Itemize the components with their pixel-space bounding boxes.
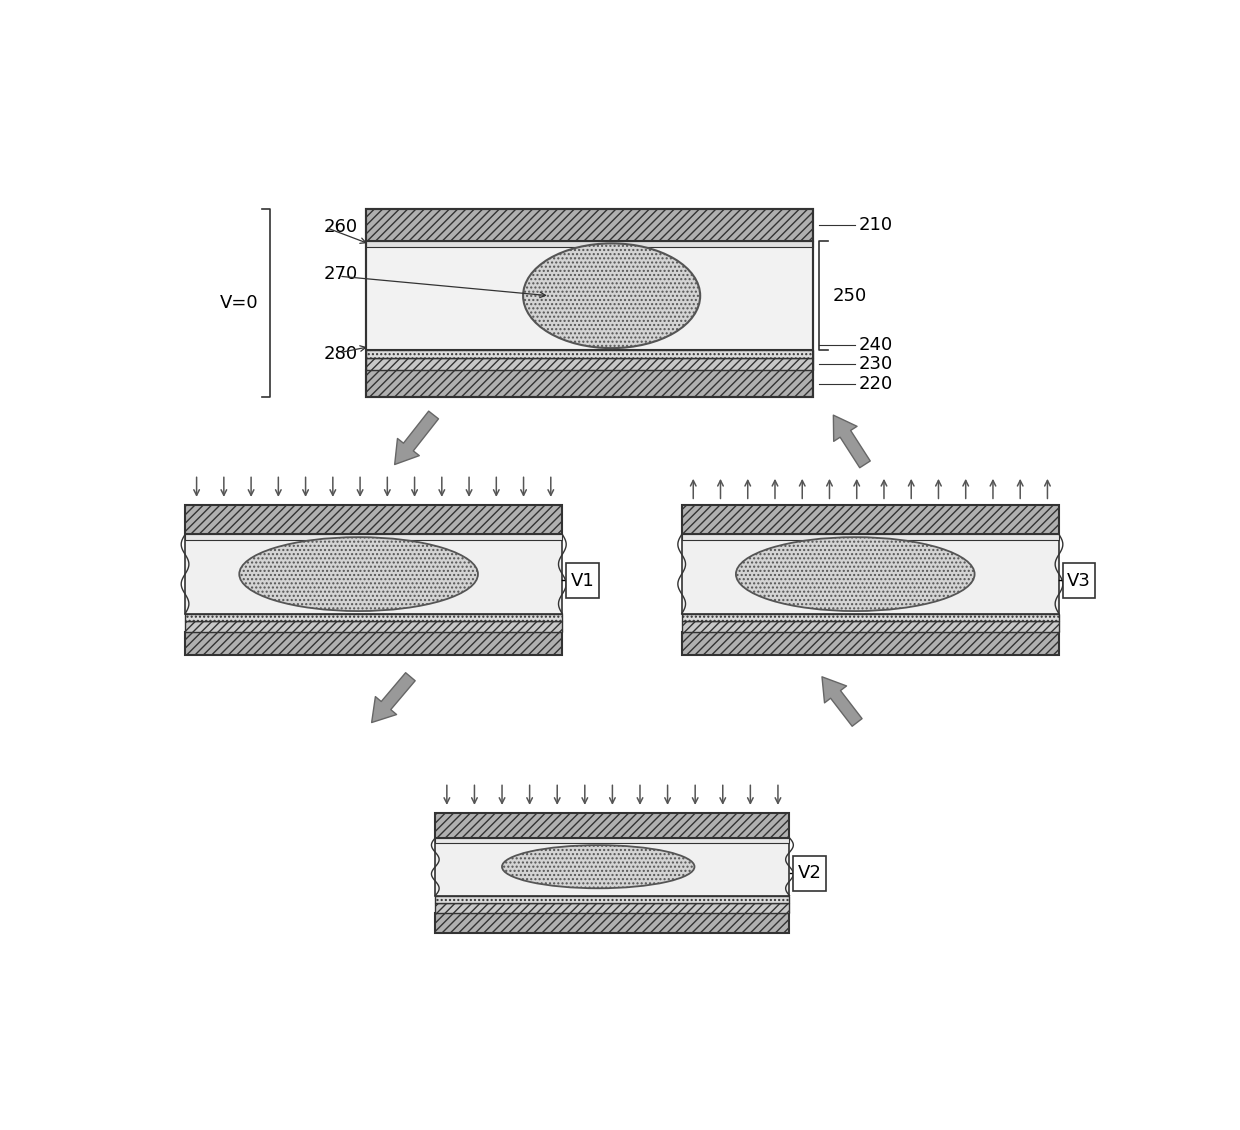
Bar bbox=[366, 241, 812, 247]
Bar bbox=[435, 814, 790, 837]
Text: 250: 250 bbox=[832, 287, 867, 305]
Bar bbox=[682, 614, 1059, 622]
Bar bbox=[682, 622, 1059, 633]
Bar bbox=[1063, 563, 1095, 599]
Text: V1: V1 bbox=[570, 572, 594, 590]
Bar bbox=[185, 534, 563, 540]
Bar bbox=[185, 633, 563, 655]
Ellipse shape bbox=[735, 537, 975, 611]
Bar bbox=[366, 241, 812, 350]
Bar bbox=[682, 505, 1059, 534]
Bar bbox=[366, 209, 812, 398]
Text: 220: 220 bbox=[859, 375, 893, 393]
Text: 240: 240 bbox=[859, 336, 893, 354]
Text: 270: 270 bbox=[324, 264, 358, 282]
Bar bbox=[435, 913, 790, 932]
FancyArrowPatch shape bbox=[822, 677, 862, 727]
FancyArrowPatch shape bbox=[394, 411, 439, 464]
Bar bbox=[185, 534, 563, 614]
Ellipse shape bbox=[239, 537, 477, 611]
Bar bbox=[682, 534, 1059, 614]
Text: 230: 230 bbox=[859, 355, 893, 373]
Bar bbox=[185, 614, 563, 622]
Bar bbox=[435, 837, 790, 843]
Text: 280: 280 bbox=[324, 346, 358, 363]
FancyArrowPatch shape bbox=[372, 672, 415, 722]
Text: 210: 210 bbox=[859, 216, 893, 234]
Text: V2: V2 bbox=[797, 864, 821, 883]
Bar bbox=[435, 837, 790, 896]
Bar bbox=[567, 563, 599, 599]
Bar bbox=[185, 505, 563, 534]
Bar bbox=[366, 350, 812, 358]
Bar bbox=[366, 358, 812, 371]
Bar bbox=[435, 896, 790, 903]
Bar bbox=[682, 534, 1059, 540]
Bar bbox=[794, 855, 826, 890]
Bar bbox=[435, 903, 790, 913]
Ellipse shape bbox=[523, 243, 701, 348]
Bar bbox=[366, 209, 812, 241]
FancyArrowPatch shape bbox=[833, 415, 870, 468]
Bar bbox=[682, 633, 1059, 655]
Text: 260: 260 bbox=[324, 218, 358, 236]
Ellipse shape bbox=[502, 845, 694, 888]
Bar bbox=[366, 371, 812, 398]
Text: V=0: V=0 bbox=[219, 294, 258, 312]
Bar bbox=[185, 622, 563, 633]
Text: V3: V3 bbox=[1068, 572, 1091, 590]
